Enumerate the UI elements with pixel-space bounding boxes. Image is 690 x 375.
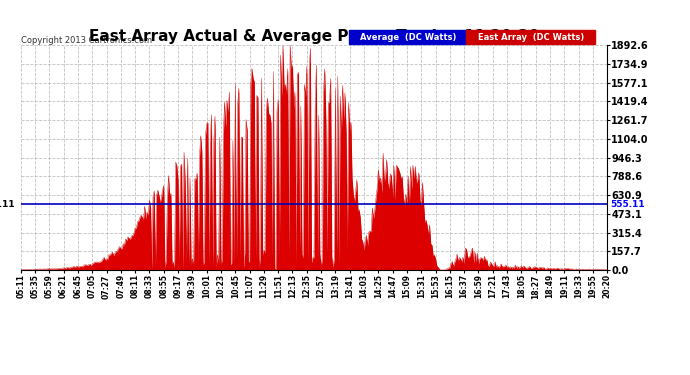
Bar [349,30,466,45]
Bar [466,30,595,45]
Text: 555.11: 555.11 [610,200,644,208]
Text: 555.11: 555.11 [0,200,15,208]
Text: Average  (DC Watts): Average (DC Watts) [359,33,456,42]
Title: East Array Actual & Average Power Tue Jun 11 20:20: East Array Actual & Average Power Tue Ju… [89,29,539,44]
Text: East Array  (DC Watts): East Array (DC Watts) [478,33,584,42]
Text: Copyright 2013 Cartronics.com: Copyright 2013 Cartronics.com [21,36,152,45]
